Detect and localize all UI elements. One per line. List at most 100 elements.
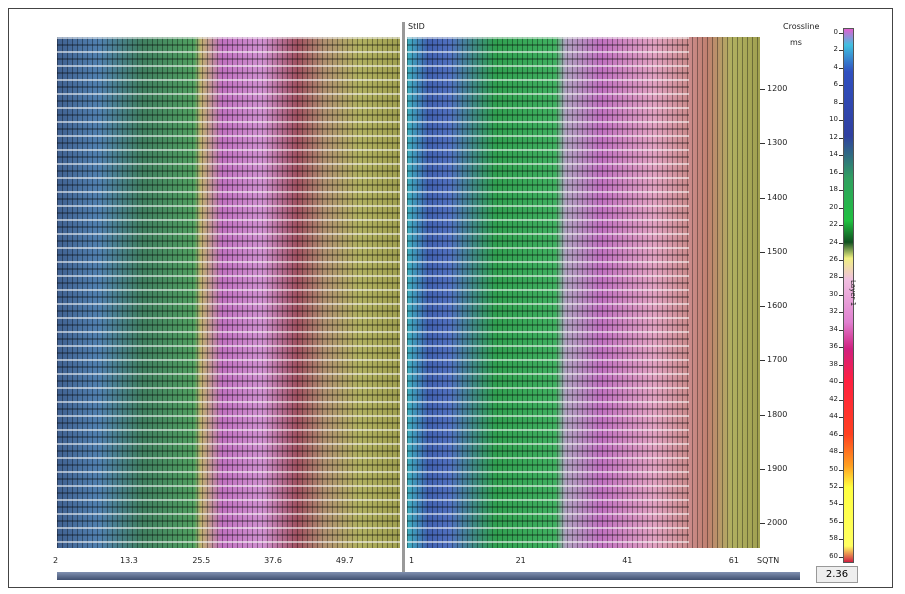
y-tick-label: 2000 bbox=[767, 518, 788, 527]
colorbar-tick bbox=[839, 155, 843, 157]
colorbar-tick-label: 20 bbox=[829, 202, 838, 211]
scrollbar[interactable] bbox=[57, 572, 800, 580]
y-tick-label: 1200 bbox=[767, 84, 788, 93]
colorbar-tick-label: 4 bbox=[833, 62, 838, 71]
colorbar-tick bbox=[839, 277, 843, 279]
x-tick-label: 2 bbox=[53, 556, 59, 565]
colorbar-tick bbox=[839, 190, 843, 192]
colorbar-tick bbox=[839, 417, 843, 419]
y-tick-label: 1900 bbox=[767, 463, 788, 473]
colorbar-tick-label: 24 bbox=[829, 237, 838, 246]
axis-name: SQTN bbox=[757, 556, 780, 565]
colorbar-tick bbox=[839, 137, 843, 139]
colorbar-tick bbox=[839, 556, 843, 558]
colorbar-tick-label: 50 bbox=[829, 464, 838, 473]
colorbar-tick bbox=[839, 347, 843, 349]
colorbar-tick-label: 60 bbox=[829, 551, 838, 560]
x-tick-label: 25.5 bbox=[192, 556, 211, 565]
right-label: Crossline bbox=[783, 22, 820, 31]
unit: ms bbox=[790, 38, 802, 47]
colorbar-tick-label: 14 bbox=[829, 150, 838, 159]
colorbar-tick-label: 12 bbox=[829, 132, 838, 141]
colorbar-tick bbox=[839, 521, 843, 523]
colorbar-tick-label: 48 bbox=[829, 447, 838, 456]
colorbar-tick-label: 52 bbox=[829, 481, 838, 490]
x-tick-label: 41 bbox=[622, 556, 633, 565]
colorbar-tick-label: 38 bbox=[829, 359, 838, 368]
colorbar-tick-label: 30 bbox=[829, 289, 838, 298]
x-tick-label: 13.3 bbox=[120, 556, 138, 565]
colorbar-tick bbox=[839, 294, 843, 296]
colorbar-tick bbox=[839, 486, 843, 488]
y-tick bbox=[760, 143, 765, 145]
colorbar-tick bbox=[839, 242, 843, 244]
x-tick-label: 37.6 bbox=[264, 556, 282, 565]
colorbar-tick-label: 22 bbox=[829, 220, 838, 229]
colorbar-tick-label: 54 bbox=[829, 499, 838, 508]
colorbar-tick-label: 16 bbox=[829, 167, 838, 176]
left-section bbox=[57, 37, 400, 548]
colorbar-tick bbox=[839, 259, 843, 261]
colorbar-tick bbox=[839, 207, 843, 209]
colorbar-tick-label: 42 bbox=[829, 394, 838, 403]
colorbar-tick bbox=[839, 504, 843, 506]
colorbar-tick-label: 36 bbox=[829, 342, 838, 351]
colorbar-tick-label: 46 bbox=[829, 429, 838, 438]
colorbar-tick bbox=[839, 399, 843, 401]
colorbar-tick bbox=[839, 33, 843, 34]
colorbar-tick bbox=[839, 85, 843, 87]
y-tick bbox=[760, 414, 765, 416]
colorbar-tick bbox=[839, 50, 843, 52]
wiggles bbox=[407, 37, 690, 548]
y-tick bbox=[760, 468, 765, 470]
colorbar-tick-label: 44 bbox=[829, 412, 838, 421]
colorbar-tick bbox=[839, 67, 843, 69]
colorbar-tick bbox=[839, 329, 843, 331]
y-tick-label: 1800 bbox=[767, 409, 788, 419]
x-tick-label: 61 bbox=[728, 556, 739, 565]
wiggles bbox=[57, 37, 400, 548]
divider bbox=[402, 22, 405, 572]
colorbar-tick-label: 58 bbox=[829, 534, 838, 543]
y-tick-label: 1300 bbox=[767, 138, 788, 148]
colorbar-tick bbox=[839, 452, 843, 454]
y-tick bbox=[760, 306, 765, 307]
colorbar-label: Layer 1 bbox=[849, 280, 857, 307]
colorbar-tick-label: 0 bbox=[833, 28, 838, 36]
x-tick-label: 49.7 bbox=[335, 556, 354, 565]
colorbar-tick-label: 6 bbox=[833, 80, 838, 89]
frame bbox=[8, 8, 893, 588]
value-box: 2.36 bbox=[816, 566, 858, 583]
colorbar-tick-label: 40 bbox=[829, 377, 838, 386]
y-tick-label: 1400 bbox=[767, 192, 788, 202]
y-tick bbox=[760, 360, 765, 362]
colorbar bbox=[843, 28, 854, 563]
colorbar-tick bbox=[839, 469, 843, 471]
colorbar-tick bbox=[839, 225, 843, 227]
colorbar-tick bbox=[839, 102, 843, 104]
y-tick bbox=[760, 197, 765, 199]
colorbar-tick-label: 2 bbox=[833, 45, 838, 54]
y-tick bbox=[760, 251, 765, 253]
left-label: StID bbox=[408, 22, 425, 31]
colorbar-tick-label: 8 bbox=[833, 97, 838, 106]
colorbar-tick-label: 26 bbox=[829, 254, 838, 263]
y-tick bbox=[760, 89, 765, 90]
y-tick-label: 1600 bbox=[767, 301, 788, 310]
colorbar-tick bbox=[839, 364, 843, 366]
y-tick-label: 1500 bbox=[767, 246, 788, 256]
colorbar-tick bbox=[839, 539, 843, 541]
right-section bbox=[407, 37, 760, 548]
y-tick-label: 1700 bbox=[767, 355, 788, 365]
y-tick bbox=[760, 523, 765, 524]
colorbar-tick bbox=[839, 172, 843, 174]
colorbar-tick-label: 32 bbox=[829, 307, 838, 316]
colorbar-tick bbox=[839, 312, 843, 314]
colorbar-tick-label: 18 bbox=[829, 185, 838, 194]
colorbar-tick-label: 56 bbox=[829, 516, 838, 525]
x-tick-label: 1 bbox=[409, 556, 415, 565]
x-tick-label: 21 bbox=[515, 556, 526, 565]
colorbar-tick-label: 34 bbox=[829, 324, 838, 333]
colorbar-tick bbox=[839, 434, 843, 436]
